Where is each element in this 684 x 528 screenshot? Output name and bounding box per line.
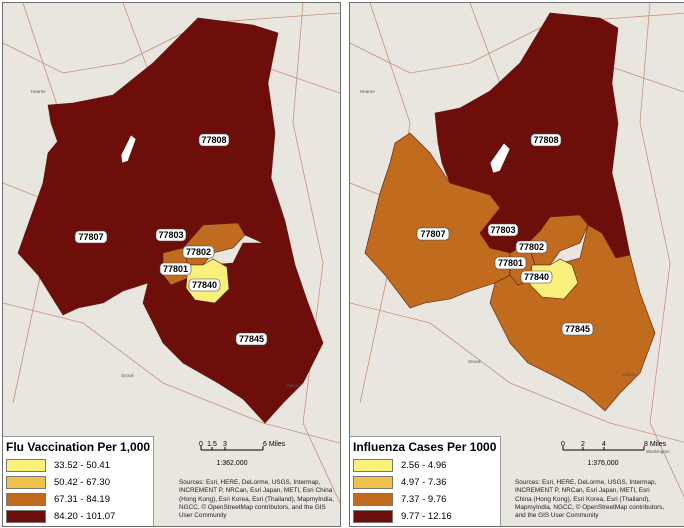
map-legend: Influenza Cases Per 1000 2.56 - 4.96 4.9… [350,436,501,526]
legend-label: 33.52 - 50.41 [54,459,110,471]
legend-swatch [6,475,46,489]
zip-label-77840: 77840 [524,272,549,282]
zip-label-77801: 77801 [498,258,523,268]
map-panel-flu-vaccination: 77808 77807 77803 77802 77801 77840 7784… [2,2,341,527]
attribution-line: Sources: Esri, HERE, DeLorme, USGS, Inte… [179,479,321,486]
place-name-snook: Snook [468,359,482,364]
lake-77808 [489,142,511,174]
zip-label-group: 77808 77807 77803 77802 77801 77840 7784… [416,133,594,336]
zip-label-77845: 77845 [239,334,264,344]
zip-label-77808: 77808 [201,135,226,145]
legend-label: 84.20 - 101.07 [54,510,116,522]
legend-label: 67.31 - 84.19 [54,493,110,505]
lake-77808 [120,134,137,164]
legend-item: 50.42 - 67.30 [6,474,110,490]
scale-tick-label: 0 [561,441,565,448]
region-77807 [364,132,511,309]
choropleth-map: 77808 77807 77803 77802 77801 77840 7784… [3,3,340,504]
zip-label-77802: 77802 [186,247,211,257]
legend-swatch [6,509,46,523]
place-name-snook: Snook [121,373,135,378]
place-name-millican: Millican [286,383,302,388]
zip-label-77845: 77845 [565,324,590,334]
legend-item: 4.97 - 7.36 [353,474,446,490]
legend-label: 2.56 - 4.96 [401,459,447,471]
region-77807 [17,140,164,316]
scale-tick-label: 3 [223,441,227,448]
legend-swatch [353,458,393,472]
zip-label-77808: 77808 [533,135,558,145]
legend-swatch [6,492,46,506]
place-name-hearne: Hearne [31,89,46,94]
legend-label: 50.42 - 67.30 [54,476,110,488]
zip-regions [17,17,324,424]
scale-tick-label: 1.5 [207,441,217,448]
attribution-line: INCREMENT P, NRCan, Esri Japan, METI, Es… [179,487,333,495]
zip-label-77803: 77803 [158,230,183,240]
scale-ratio: 1:376,000 [587,460,618,467]
scale-tick-label: 2 [581,441,585,448]
place-names: Hearne Snook Millican [31,89,302,388]
attribution-line: Sources: Esri, HERE, DeLorme, USGS, Inte… [515,479,657,486]
place-name-hearne: Hearne [360,89,375,94]
zip-regions [364,12,656,412]
legend-swatch [353,475,393,489]
scale-ratio: 1:362,000 [216,460,247,467]
legend-item: 7.37 - 9.76 [353,491,446,507]
legend-item: 9.77 - 12.16 [353,508,452,524]
attribution-line: INCREMENT P, NRCan, Esri Japan, METI, Es… [515,487,650,495]
attribution-line: NGCC, © OpenStreetMap contributors, and … [179,503,326,511]
attribution-line: China (Hong Kong), Esri Korea, Esri (Tha… [515,495,650,503]
legend-item: 2.56 - 4.96 [353,457,446,473]
map-legend: Flu Vaccination Per 1,000 33.52 - 50.41 … [3,436,154,526]
legend-item: 33.52 - 50.41 [6,457,110,473]
attribution-line: (Hong Kong), Esri Korea, Esri (Thailand)… [179,495,334,503]
scale-tick-label: 0 [199,441,203,448]
legend-title: Influenza Cases Per 1000 [353,440,497,454]
legend-title: Flu Vaccination Per 1,000 [6,440,151,454]
scale-bar: 0 2 4 8 Miles 1:376,000 [560,440,670,468]
map-attribution: Sources: Esri, HERE, DeLorme, USGS, Inte… [179,479,340,520]
attribution-line: and the GIS User Community [515,512,599,520]
choropleth-map: 77808 77807 77803 77802 77801 77840 7784… [350,3,684,498]
legend-label: 4.97 - 7.36 [401,476,447,488]
legend-swatch [353,492,393,506]
attribution-line: MapmyIndia, NGCC, © OpenStreetMap contri… [515,503,665,511]
zip-label-77807: 77807 [420,229,445,239]
legend-item: 84.20 - 101.07 [6,508,115,524]
zip-label-77807: 77807 [78,232,103,242]
legend-label: 9.77 - 12.16 [401,510,452,522]
zip-label-77840: 77840 [192,280,217,290]
place-name-washington: Washington [646,449,670,454]
zip-label-77802: 77802 [519,242,544,252]
scale-bar: 0 1.5 3 6 Miles 1:362,000 [198,440,298,468]
zip-label-77801: 77801 [163,264,188,274]
legend-swatch [353,509,393,523]
legend-label: 7.37 - 9.76 [401,493,447,505]
place-names: Hearne Snook Millican Washington [360,89,670,454]
zip-label-group: 77808 77807 77803 77802 77801 77840 7784… [74,133,268,346]
map-panel-influenza-cases: 77808 77807 77803 77802 77801 77840 7784… [349,2,684,527]
attribution-line: User Community [179,512,227,520]
scale-tick-label: 8 Miles [644,441,667,448]
scale-tick-label: 4 [602,441,606,448]
place-name-millican: Millican [622,372,638,377]
legend-item: 67.31 - 84.19 [6,491,110,507]
legend-swatch [6,458,46,472]
scale-tick-label: 6 Miles [263,441,286,448]
zip-label-77803: 77803 [490,225,515,235]
map-attribution: Sources: Esri, HERE, DeLorme, USGS, Inte… [515,479,684,520]
region-77840 [529,258,579,300]
